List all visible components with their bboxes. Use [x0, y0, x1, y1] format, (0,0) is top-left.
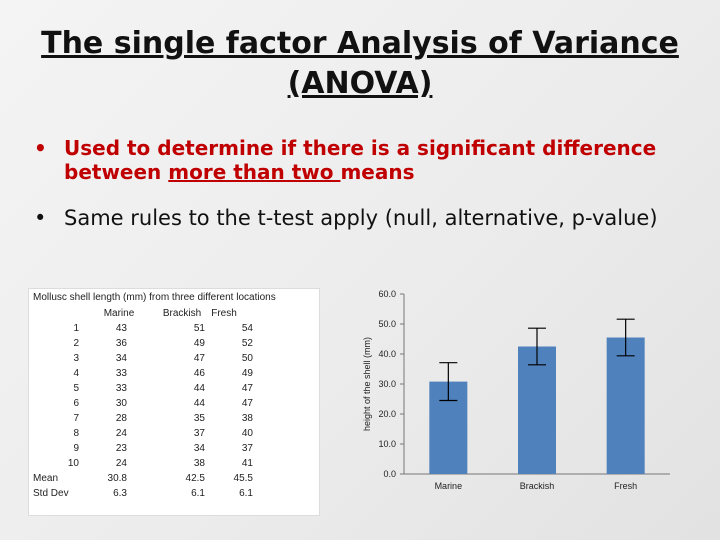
- bullet-1-text-2: between: [64, 160, 169, 184]
- table-row: 8 24 37 40: [29, 426, 319, 441]
- table-cell: 37: [193, 428, 205, 439]
- y-tick-label: 20.0: [378, 409, 396, 419]
- header-marine: Marine: [103, 308, 135, 319]
- table-cell: 44: [193, 398, 205, 409]
- mean-fresh: 45.5: [233, 473, 253, 484]
- table-cell: 41: [241, 458, 253, 469]
- table-cell: 50: [241, 353, 253, 364]
- title-line-1: The single factor Analysis of Variance: [41, 26, 679, 61]
- table-caption: Mollusc shell length (mm) from three dif…: [33, 292, 276, 303]
- table-cell: 3: [73, 353, 79, 364]
- table-header-row: Marine Brackish Fresh: [29, 306, 319, 321]
- table-cell: 8: [73, 428, 79, 439]
- bullet-2-text: Same rules to the t-test apply (null, al…: [64, 206, 658, 230]
- table-cell: 44: [193, 383, 205, 394]
- table-row: 9 23 34 37: [29, 441, 319, 456]
- y-tick-label: 0.0: [383, 469, 396, 479]
- bullet-anova-purpose: • Used to determine if there is a signif…: [30, 136, 710, 184]
- table-row: 2 36 49 52: [29, 336, 319, 351]
- table-cell: 10: [67, 458, 79, 469]
- table-row-mean: Mean 30.8 42.5 45.5: [29, 471, 319, 486]
- table-cell: 47: [241, 398, 253, 409]
- y-tick-label: 50.0: [378, 319, 396, 329]
- table-cell: 38: [193, 458, 205, 469]
- data-table: Mollusc shell length (mm) from three dif…: [28, 288, 320, 516]
- table-cell: 4: [73, 368, 79, 379]
- x-tick-label: Marine: [435, 481, 463, 491]
- bar-chart-svg: 0.0 10.0 20.0 30.0 40.0 50.0 60.0 height of the…: [362, 289, 670, 491]
- table-cell: 47: [241, 383, 253, 394]
- table-cell: 54: [241, 323, 253, 334]
- table-cell: 43: [115, 323, 127, 334]
- mean-brackish: 42.5: [185, 473, 205, 484]
- table-cell: 9: [73, 443, 79, 454]
- table-cell: 36: [115, 338, 127, 349]
- table-row: 10 24 38 41: [29, 456, 319, 471]
- table-cell: 33: [115, 383, 127, 394]
- table-cell: 23: [115, 443, 127, 454]
- table-row: 7 28 35 38: [29, 411, 319, 426]
- bar-chart: 0.0 10.0 20.0 30.0 40.0 50.0 60.0 height of the…: [356, 283, 676, 498]
- table-cell: 34: [193, 443, 205, 454]
- table-cell: 24: [115, 428, 127, 439]
- bullet-1-underlined: more than two: [168, 160, 341, 184]
- y-tick-label: 60.0: [378, 289, 396, 299]
- x-tick-label: Brackish: [520, 481, 555, 491]
- header-fresh: Fresh: [211, 308, 237, 319]
- table-cell: 35: [193, 413, 205, 424]
- table-row: 3 34 47 50: [29, 351, 319, 366]
- table-cell: 7: [73, 413, 79, 424]
- y-axis-label: height of the shell (mm): [362, 337, 372, 431]
- y-tick-label: 40.0: [378, 349, 396, 359]
- slide-title: The single factor Analysis of Variance (…: [0, 24, 720, 104]
- table-cell: 40: [241, 428, 253, 439]
- table-cell: 37: [241, 443, 253, 454]
- mean-label: Mean: [33, 473, 59, 484]
- table-row-std: Std Dev 6.3 6.1 6.1: [29, 486, 319, 501]
- table-cell: 30: [115, 398, 127, 409]
- table-row: 6 30 44 47: [29, 396, 319, 411]
- std-brackish: 6.1: [191, 488, 205, 499]
- table-cell: 38: [241, 413, 253, 424]
- table-cell: 1: [73, 323, 79, 334]
- table-cell: 49: [193, 338, 205, 349]
- bullet-dot: •: [34, 136, 47, 160]
- bullet-1-text: Used to determine if there is a signific…: [64, 136, 657, 160]
- bullet-dot: •: [34, 206, 47, 230]
- y-tick-label: 10.0: [378, 439, 396, 449]
- bullet-list: • Used to determine if there is a signif…: [30, 136, 710, 230]
- y-tick-label: 30.0: [378, 379, 396, 389]
- mean-marine: 30.8: [107, 473, 127, 484]
- table-cell: 46: [193, 368, 205, 379]
- table-cell: 6: [73, 398, 79, 409]
- table-cell: 47: [193, 353, 205, 364]
- table-row: 5 33 44 47: [29, 381, 319, 396]
- table-cell: 33: [115, 368, 127, 379]
- title-line-2: (ANOVA): [287, 66, 433, 101]
- table-row: 4 33 46 49: [29, 366, 319, 381]
- table-row: 1 43 51 54: [29, 321, 319, 336]
- table-cell: 52: [241, 338, 253, 349]
- table-cell: 2: [73, 338, 79, 349]
- header-brackish: Brackish: [162, 308, 202, 319]
- table-cell: 24: [115, 458, 127, 469]
- std-fresh: 6.1: [239, 488, 253, 499]
- x-tick-label: Fresh: [614, 481, 637, 491]
- std-marine: 6.3: [113, 488, 127, 499]
- table-cell: 5: [73, 383, 79, 394]
- bullet-same-rules: • Same rules to the t-test apply (null, …: [30, 206, 710, 230]
- table-cell: 28: [115, 413, 127, 424]
- table-cell: 51: [193, 323, 205, 334]
- table-cell: 34: [115, 353, 127, 364]
- bullet-1-text-3: means: [340, 160, 415, 184]
- bar-brackish: [518, 346, 556, 474]
- bar-fresh: [606, 337, 645, 474]
- std-label: Std Dev: [33, 488, 69, 499]
- table-cell: 49: [241, 368, 253, 379]
